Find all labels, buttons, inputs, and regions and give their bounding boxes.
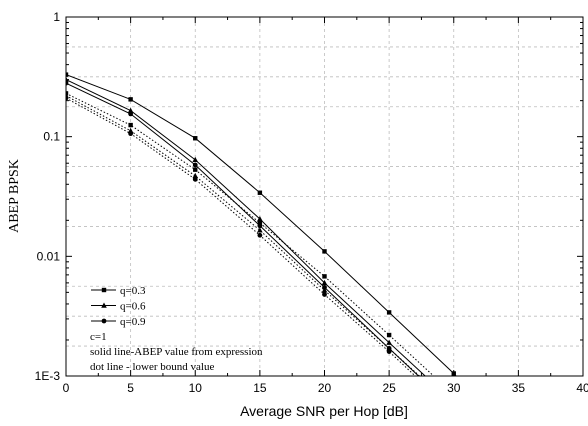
x-tick-label: 5 [127, 381, 134, 395]
data-point-circle [386, 349, 392, 354]
data-point-square [66, 91, 69, 96]
data-point-triangle [127, 107, 134, 113]
data-point-square [128, 122, 133, 128]
x-tick-label: 30 [447, 381, 461, 395]
data-point-square [322, 249, 327, 254]
series-solid-q0.6 [66, 76, 457, 405]
annotations: c=1 solid line-ABEP value from expression… [90, 331, 263, 373]
legend-marker-square [101, 287, 107, 293]
x-tick-labels: 0 5 10 15 20 25 30 35 40 [63, 381, 588, 395]
data-point-circle [128, 111, 134, 117]
data-point-triangle [192, 172, 199, 179]
data-point-triangle [386, 339, 392, 345]
series-layer [66, 72, 457, 415]
data-point-triangle [192, 156, 199, 163]
data-point-triangle [257, 216, 263, 222]
data-point-square [322, 274, 327, 279]
data-point-square [66, 72, 69, 77]
data-point-triangle [451, 404, 457, 409]
legend-label: q=0.3 [120, 285, 146, 297]
x-tick-label: 25 [382, 381, 396, 395]
x-tick-label: 15 [253, 381, 267, 395]
annotation-text: c=1 [90, 331, 107, 343]
annotation-text: dot line - lower bound value [90, 361, 214, 373]
series-dotted-q0.9 [66, 95, 456, 415]
x-tick-label: 0 [63, 381, 70, 395]
x-axis-label: Average SNR per Hop [dB] [240, 403, 408, 419]
x-tick-label: 35 [512, 381, 526, 395]
y-tick-label: 0.1 [43, 130, 60, 144]
data-point-circle [322, 292, 327, 297]
data-point-triangle [321, 287, 328, 293]
series-dotted-q0.3 [66, 91, 435, 376]
x-tick-label: 10 [189, 381, 203, 395]
tick-layer [65, 16, 584, 377]
data-point-square [257, 220, 263, 226]
legend-item: q=0.9 [91, 316, 146, 328]
y-tick-label: 0.01 [37, 249, 61, 263]
data-point-circle [192, 162, 198, 168]
y-axis-label: ABEP BPSK [7, 159, 22, 233]
data-point-circle [66, 80, 69, 86]
data-point-triangle [451, 400, 457, 405]
data-point-circle [257, 232, 263, 238]
data-point-square [386, 332, 392, 338]
x-tick-label: 20 [318, 381, 332, 395]
data-point-triangle [127, 127, 134, 133]
series-line [66, 74, 457, 376]
data-point-circle [192, 176, 198, 182]
y-tick-labels: 1E-3 0.01 0.1 1 [35, 10, 61, 383]
data-point-triangle [386, 345, 392, 351]
data-point-circle [451, 407, 456, 412]
legend-item: q=0.3 [91, 285, 146, 297]
data-point-square [128, 97, 133, 102]
data-point-circle [128, 131, 134, 137]
legend-label: q=0.9 [120, 316, 146, 328]
data-point-square [193, 167, 198, 172]
legend-label: q=0.6 [120, 301, 146, 313]
data-point-square [386, 310, 392, 315]
data-point-square [257, 190, 263, 195]
y-tick-label: 1 [53, 10, 60, 24]
x-tick-label: 40 [576, 381, 588, 395]
data-point-circle [66, 95, 69, 101]
data-point-circle [451, 410, 456, 415]
data-point-square [193, 136, 198, 141]
legend: q=0.3 q=0.6 q=0.9 [91, 285, 146, 328]
legend-marker-circle [101, 318, 107, 324]
data-point-triangle [321, 279, 328, 286]
legend-item: q=0.6 [91, 301, 146, 313]
grid-layer [66, 17, 583, 376]
data-point-triangle [257, 227, 263, 233]
annotation-text: solid line-ABEP value from expression [90, 346, 263, 358]
legend-marker-triangle [101, 302, 107, 308]
y-tick-label: 1E-3 [35, 369, 61, 383]
